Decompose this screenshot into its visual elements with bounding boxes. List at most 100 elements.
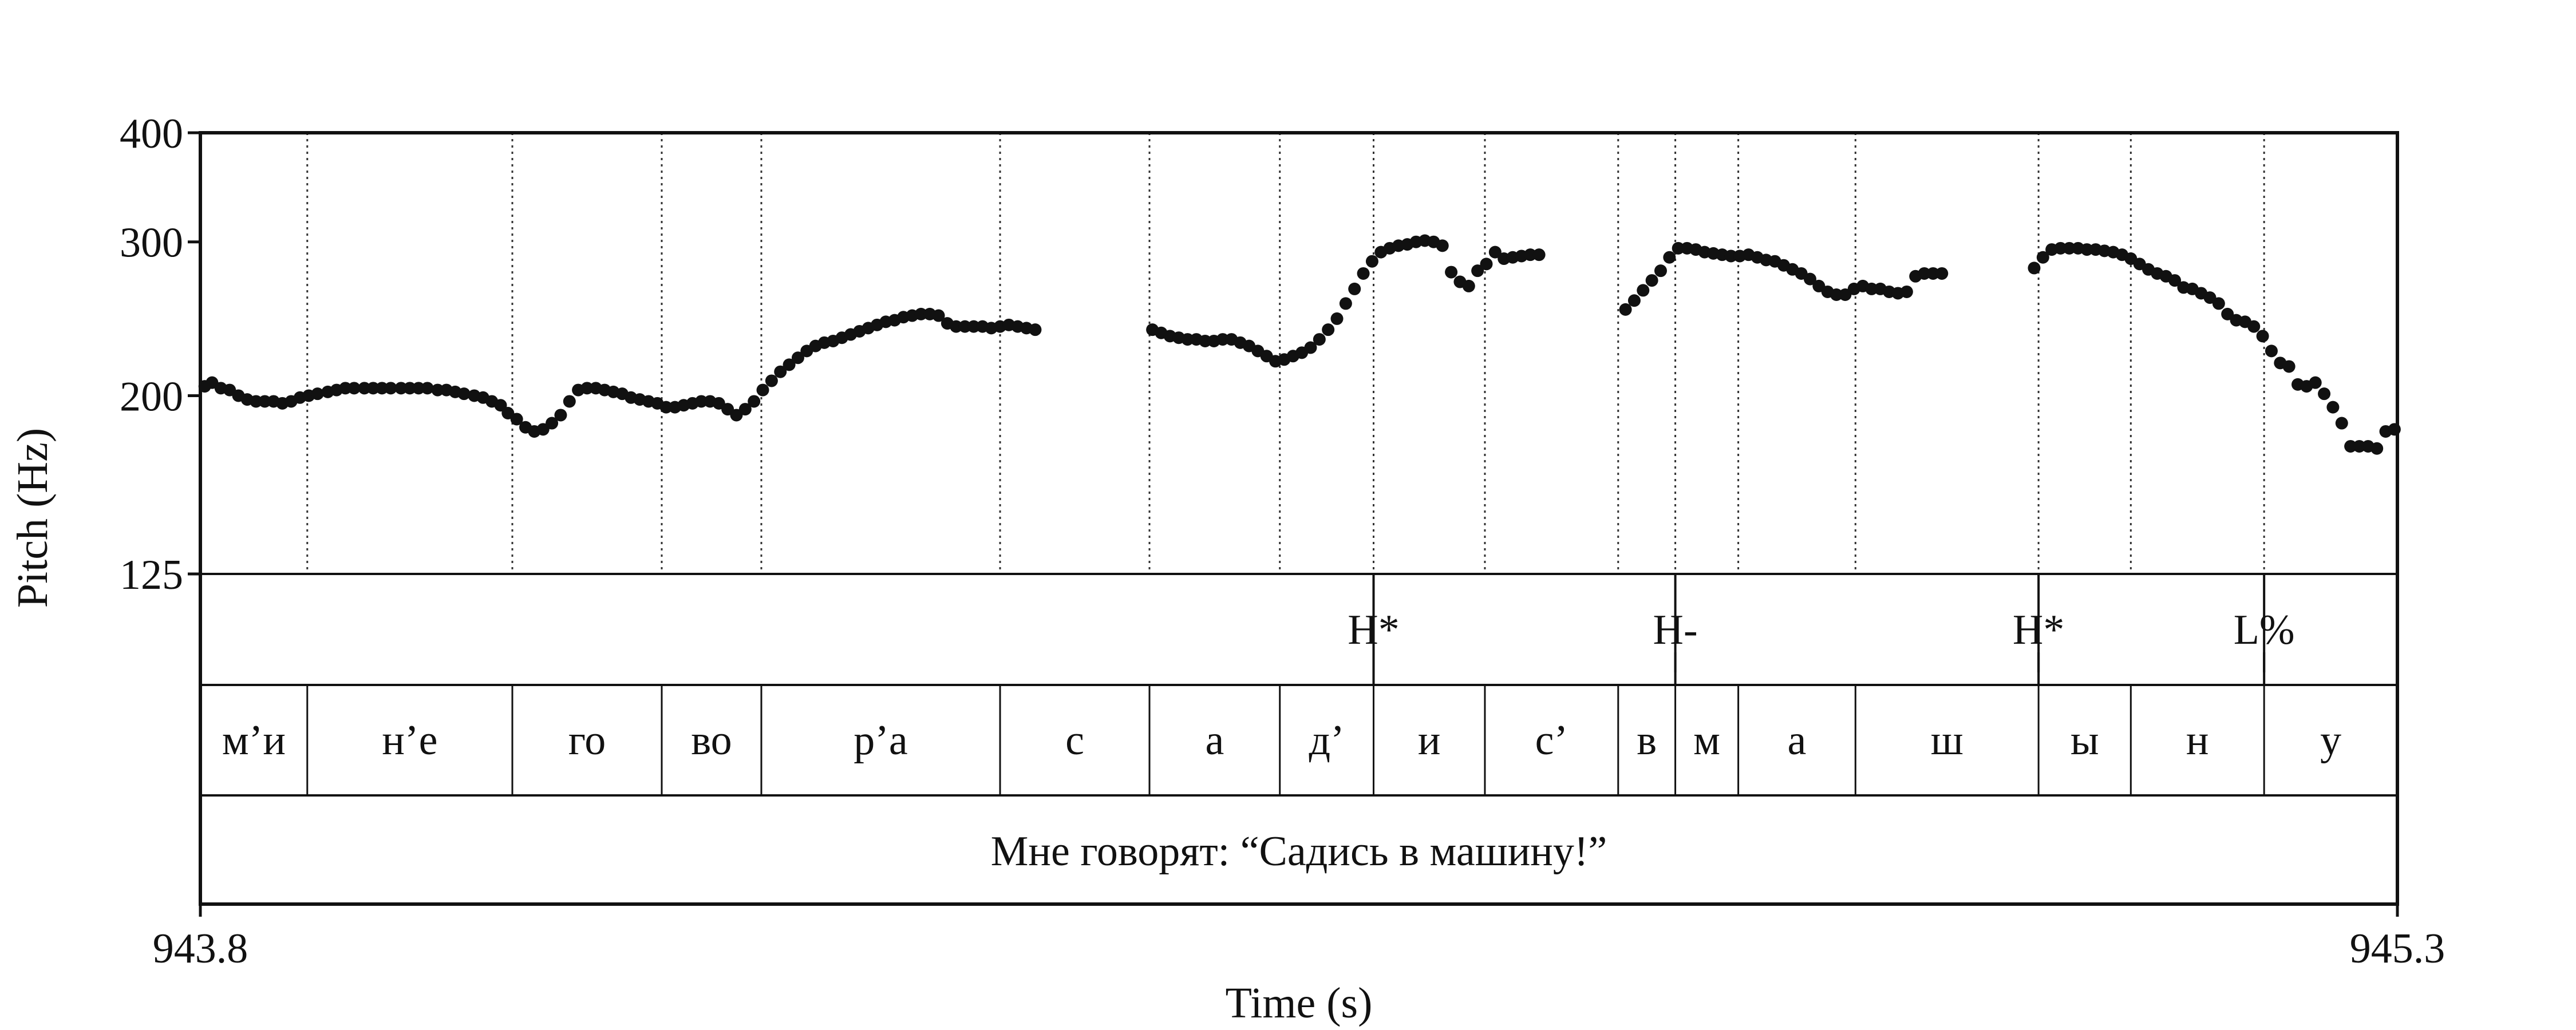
pitch-point <box>1724 249 1737 263</box>
pitch-point <box>2335 417 2348 430</box>
pitch-point <box>1471 264 1484 278</box>
pitch-point <box>774 365 787 378</box>
segment-label: н’е <box>382 717 437 764</box>
pitch-point <box>1029 323 1042 336</box>
pitch-point <box>347 382 361 395</box>
segment-label: в <box>1637 717 1657 764</box>
pitch-point <box>958 320 971 333</box>
pitch-point <box>2054 241 2067 255</box>
pitch-point <box>1926 267 1939 280</box>
segment-label: ы <box>2071 717 2099 764</box>
pitch-point <box>2256 330 2269 343</box>
pitch-point <box>510 413 523 426</box>
pitch-point <box>738 403 752 416</box>
pitch-point <box>1304 341 1317 354</box>
x-tick-label: 943.8 <box>153 925 248 972</box>
pitch-point <box>2326 401 2340 414</box>
segment-label: ш <box>1931 717 1963 764</box>
pitch-point <box>1462 279 1475 292</box>
segment-label: н <box>2186 717 2209 764</box>
pitch-point <box>394 382 408 395</box>
pitch-point <box>1672 241 1685 255</box>
pitch-point <box>914 307 927 320</box>
segment-label: а <box>1788 717 1807 764</box>
pitch-point <box>1488 245 1502 259</box>
pitch-point <box>783 358 796 371</box>
pitch-point <box>1532 248 1546 262</box>
pitch-point <box>501 406 515 419</box>
pitch-point <box>2212 297 2225 310</box>
pitch-point <box>2063 241 2076 255</box>
x-axis-label: Time (s) <box>1226 979 1373 1027</box>
segment-label: го <box>568 717 606 764</box>
sentence-label: Мне говорят: “Садись в машину!” <box>991 828 1607 875</box>
pitch-point <box>2036 251 2049 264</box>
pitch-point <box>1199 334 1212 347</box>
pitch-point <box>1830 288 1843 302</box>
pitch-point <box>1330 312 1344 325</box>
pitch-point <box>554 409 567 422</box>
pitch-point <box>1654 264 1667 278</box>
pitch-point <box>457 387 471 401</box>
pitch-point <box>421 382 434 395</box>
pitch-point <box>536 423 550 436</box>
segment-label: м <box>1693 717 1720 764</box>
y-tick-label: 400 <box>120 110 183 157</box>
pitch-point <box>791 351 804 365</box>
segment-label: с’ <box>1535 717 1568 764</box>
pitch-point <box>1935 267 1949 280</box>
segment-label: р’а <box>854 717 908 764</box>
pitch-point <box>431 383 444 397</box>
pitch-point <box>1216 333 1229 346</box>
y-tick-label: 200 <box>120 373 183 420</box>
tone-label: H* <box>1348 607 1399 653</box>
tone-label: H- <box>1653 607 1698 653</box>
pitch-point <box>950 320 963 333</box>
segment-label: у <box>2320 717 2341 764</box>
pitch-point <box>2353 439 2366 453</box>
pitch-point <box>366 382 380 395</box>
pitch-point <box>1339 297 1352 310</box>
pitch-point <box>494 399 507 412</box>
pitch-point <box>765 374 778 387</box>
pitch-point <box>1627 294 1641 307</box>
plot-frame <box>199 131 2399 906</box>
pitch-point <box>756 383 769 397</box>
pitch-point <box>1357 267 1370 280</box>
pitch-point <box>563 395 576 408</box>
pitch-point <box>1803 272 1816 286</box>
pitch-point <box>1900 285 1913 298</box>
pitch-point <box>2309 376 2322 389</box>
pitch-point <box>2168 274 2182 287</box>
pitch-point <box>748 395 761 408</box>
pitch-point <box>546 417 559 430</box>
pitch-point <box>339 382 352 395</box>
pitch-point <box>1365 255 1378 268</box>
x-tick-label: 945.3 <box>2350 925 2445 972</box>
pitch-point <box>2221 307 2234 320</box>
segment-label: и <box>1418 717 1441 764</box>
x-axis: 943.8 945.3 <box>153 904 2445 972</box>
pitch-point <box>1645 274 1658 287</box>
y-axis-label: Pitch (Hz) <box>9 428 57 608</box>
pitch-point <box>403 382 416 395</box>
pitch-point <box>1436 239 1449 252</box>
pitch-point <box>2370 442 2384 455</box>
pitch-point <box>2318 387 2331 401</box>
pitch-point <box>1637 284 1650 297</box>
pitch-points <box>198 234 2401 455</box>
y-axis: 400 300 200 125 <box>120 110 200 599</box>
pitch-point <box>1348 282 1361 295</box>
pitch-point <box>1445 266 1458 279</box>
pitch-point <box>311 387 324 401</box>
pitch-point <box>967 320 980 333</box>
pitch-point <box>2080 243 2093 256</box>
pitch-point <box>580 382 594 395</box>
tone-label: H* <box>2013 607 2064 653</box>
pitch-point <box>1663 251 1676 264</box>
pitch-point <box>1918 267 1931 280</box>
segment-label: д’ <box>1309 717 1344 764</box>
segment-label: во <box>691 717 732 764</box>
